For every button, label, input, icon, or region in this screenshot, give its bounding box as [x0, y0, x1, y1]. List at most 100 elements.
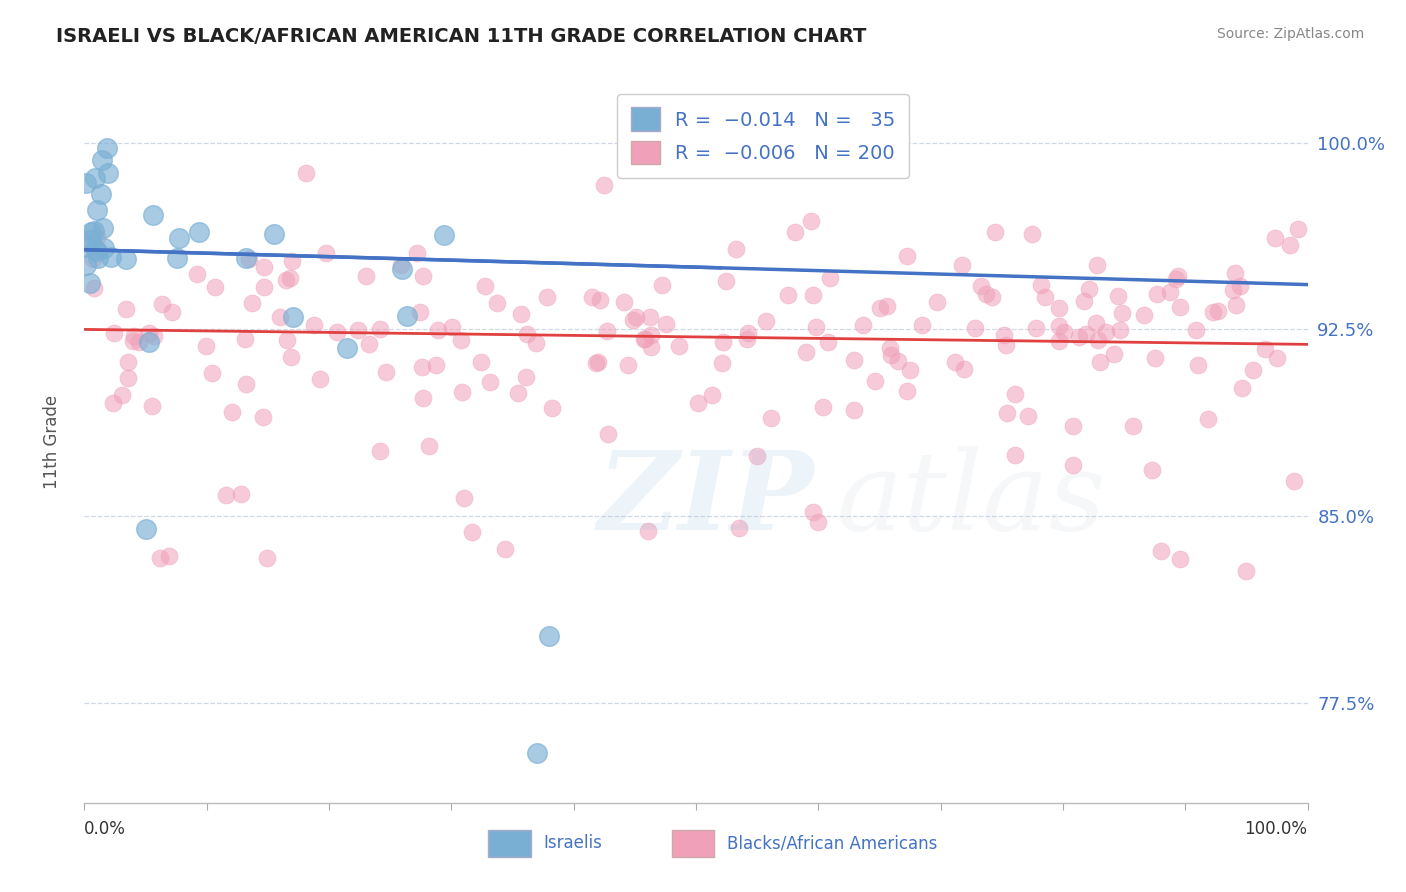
Point	[702, 387, 724, 401]
Point	[1090, 355, 1112, 369]
Point	[737, 326, 759, 341]
Text: Source: ZipAtlas.com: Source: ZipAtlas.com	[1216, 27, 1364, 41]
Point	[953, 362, 976, 376]
Point	[274, 273, 297, 287]
Point	[1278, 238, 1301, 252]
Point	[427, 323, 450, 337]
Point	[624, 310, 647, 324]
Point	[984, 225, 1007, 239]
Point	[1087, 333, 1109, 347]
Point	[818, 271, 841, 285]
Point	[1167, 269, 1189, 284]
Point	[710, 356, 733, 370]
Point	[103, 326, 125, 341]
Point	[194, 339, 217, 353]
Point	[943, 355, 966, 369]
Point	[283, 310, 305, 324]
Point	[412, 391, 434, 405]
Point	[325, 326, 347, 340]
Point	[1202, 304, 1225, 318]
Point	[796, 345, 818, 359]
Point	[727, 520, 749, 534]
Point	[90, 187, 112, 202]
Point	[1168, 301, 1191, 315]
Point	[238, 252, 260, 267]
Point	[1031, 277, 1053, 292]
Point	[1062, 458, 1084, 472]
Point	[1077, 282, 1099, 296]
Point	[470, 355, 492, 369]
Point	[925, 295, 948, 310]
Point	[453, 491, 475, 506]
Legend: R =  −0.014   N =   35, R =  −0.006   N = 200: R = −0.014 N = 35, R = −0.006 N = 200	[617, 94, 910, 178]
Point	[395, 309, 418, 323]
Point	[863, 375, 886, 389]
Point	[1185, 323, 1208, 337]
Point	[1229, 279, 1251, 293]
Point	[506, 386, 529, 401]
Point	[263, 227, 285, 241]
Point	[803, 288, 825, 302]
Point	[588, 293, 610, 307]
Point	[1140, 463, 1163, 477]
Point	[995, 338, 1018, 352]
Point	[86, 202, 108, 217]
Point	[91, 153, 114, 168]
Point	[86, 252, 108, 266]
Y-axis label: 11th Grade: 11th Grade	[44, 394, 62, 489]
Point	[1168, 552, 1191, 566]
Point	[1236, 564, 1258, 578]
Point	[357, 336, 380, 351]
Point	[86, 244, 108, 258]
Point	[807, 516, 830, 530]
Point	[621, 312, 644, 326]
Point	[75, 259, 97, 273]
Point	[776, 288, 799, 302]
Point	[204, 280, 226, 294]
Point	[640, 328, 662, 343]
Text: Israelis: Israelis	[543, 834, 602, 852]
Point	[409, 305, 432, 319]
Point	[581, 290, 603, 304]
Point	[1288, 221, 1310, 235]
Point	[114, 301, 136, 316]
Point	[1122, 419, 1144, 434]
Point	[418, 439, 440, 453]
Point	[93, 241, 115, 255]
Point	[411, 360, 433, 375]
Point	[585, 356, 607, 370]
Text: ZIP: ZIP	[598, 446, 814, 553]
Point	[995, 406, 1018, 420]
Point	[280, 254, 302, 268]
Point	[1144, 351, 1167, 365]
Point	[1074, 326, 1097, 341]
FancyBboxPatch shape	[488, 830, 531, 857]
Point	[295, 166, 318, 180]
Point	[536, 290, 558, 304]
Point	[869, 301, 891, 315]
Point	[167, 230, 190, 244]
Point	[1254, 343, 1277, 357]
Point	[1033, 290, 1056, 304]
Text: 100.0%: 100.0%	[1244, 821, 1308, 838]
Point	[1107, 289, 1129, 303]
Point	[256, 550, 278, 565]
Point	[811, 400, 834, 414]
Point	[117, 354, 139, 368]
Point	[101, 396, 124, 410]
Point	[391, 262, 413, 277]
Point	[82, 252, 104, 266]
Point	[1073, 293, 1095, 308]
Point	[898, 363, 921, 377]
Point	[993, 327, 1015, 342]
Point	[1047, 334, 1070, 349]
Point	[1004, 449, 1026, 463]
Point	[588, 354, 610, 368]
Point	[93, 220, 115, 235]
Point	[516, 327, 538, 342]
Point	[461, 524, 484, 539]
Point	[969, 279, 991, 293]
Point	[1052, 325, 1074, 339]
Point	[817, 334, 839, 349]
Point	[974, 287, 997, 301]
